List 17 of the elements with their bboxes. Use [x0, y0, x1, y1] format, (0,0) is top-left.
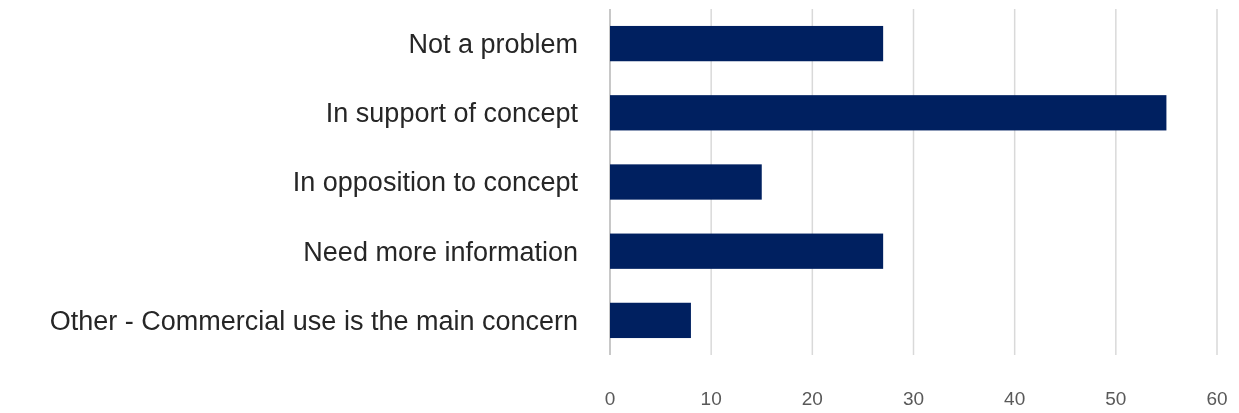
y-tick-label: In opposition to concept	[292, 167, 579, 198]
x-tick-label: 40	[1004, 388, 1026, 409]
bar	[610, 302, 691, 339]
x-tick-label: 30	[902, 388, 925, 409]
x-tick-label: 60	[1206, 388, 1228, 409]
bar	[610, 25, 884, 62]
y-tick-label: In support of concept	[325, 98, 579, 129]
bar	[610, 95, 1167, 131]
x-tick-label: 20	[801, 388, 823, 409]
x-tick-label: 50	[1105, 388, 1127, 409]
bar	[610, 233, 884, 269]
x-tick-label: 10	[700, 388, 722, 409]
y-tick-label: Not a problem	[408, 29, 578, 60]
x-tick-label: 0	[604, 388, 616, 409]
bar	[610, 164, 762, 200]
y-tick-label: Other - Commercial use is the main concern	[49, 305, 578, 336]
y-tick-label: Need more information	[303, 236, 578, 267]
